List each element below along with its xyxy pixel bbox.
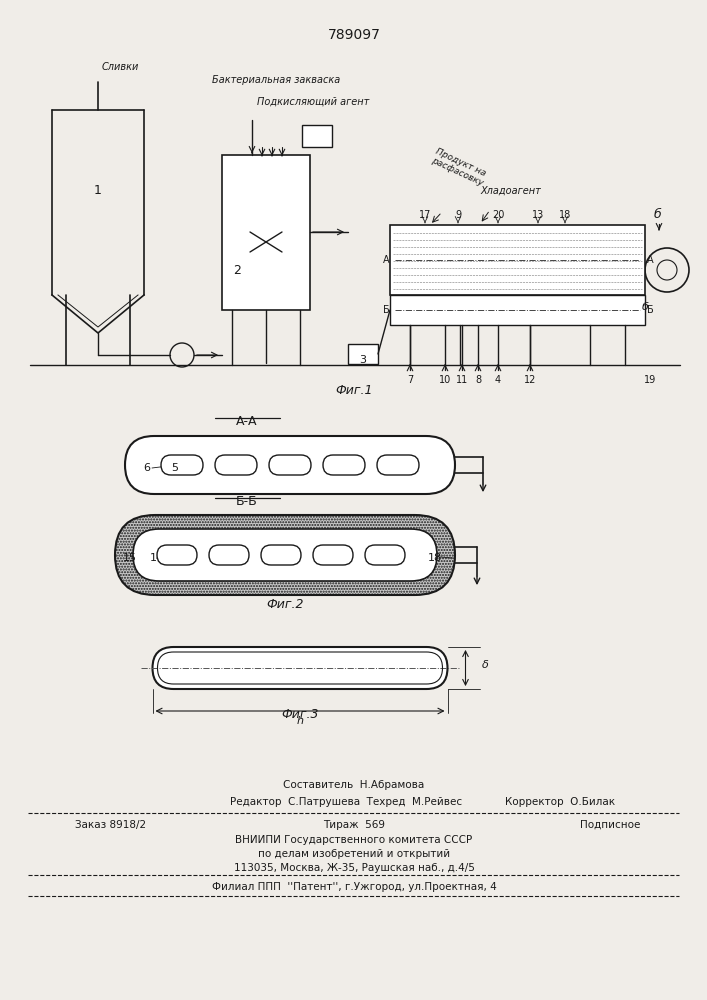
Text: б: б [641,302,648,312]
Text: Филиал ППП  ''Патент'', г.Ужгород, ул.Проектная, 4: Филиал ППП ''Патент'', г.Ужгород, ул.Про… [211,882,496,892]
Text: Редактор  С.Патрушева  Техред  М.Рейвес: Редактор С.Патрушева Техред М.Рейвес [230,797,462,807]
Text: Фиг.1: Фиг.1 [335,383,373,396]
Text: по делам изобретений и открытий: по делам изобретений и открытий [258,849,450,859]
Text: Корректор  О.Билак: Корректор О.Билак [505,797,615,807]
FancyBboxPatch shape [133,529,437,581]
Text: Б: Б [647,305,654,315]
FancyBboxPatch shape [153,647,448,689]
Text: ВНИИПИ Государственного комитета СССР: ВНИИПИ Государственного комитета СССР [235,835,472,845]
Text: 19: 19 [644,375,656,385]
Text: h: h [296,716,303,726]
Text: 20: 20 [492,210,504,220]
FancyBboxPatch shape [269,455,311,475]
FancyBboxPatch shape [261,545,301,565]
Text: Подписное: Подписное [580,820,640,830]
Bar [302,125,332,147]
Text: А: А [647,255,654,265]
FancyBboxPatch shape [115,515,455,595]
FancyBboxPatch shape [153,647,448,689]
Text: А-А: А-А [236,415,258,428]
Bar [348,344,378,364]
Text: 113035, Москва, Ж-35, Раушская наб., д.4/5: 113035, Москва, Ж-35, Раушская наб., д.4… [233,863,474,873]
Text: 13: 13 [532,210,544,220]
FancyBboxPatch shape [323,455,365,475]
FancyBboxPatch shape [313,545,353,565]
Text: Бактериальная закваска: Бактериальная закваска [212,75,340,85]
Text: 5: 5 [172,463,178,473]
Text: 18: 18 [428,553,442,563]
FancyBboxPatch shape [209,545,249,565]
Text: δ: δ [481,660,489,670]
Text: 8: 8 [475,375,481,385]
Text: Б-Б: Б-Б [236,495,258,508]
Text: 18: 18 [559,210,571,220]
Text: Составитель  Н.Абрамова: Составитель Н.Абрамова [284,780,425,790]
Text: 17: 17 [419,210,431,220]
FancyBboxPatch shape [365,545,405,565]
Text: Продукт на
расфасовку: Продукт на расфасовку [430,147,489,188]
Text: 7: 7 [407,375,413,385]
FancyBboxPatch shape [125,436,455,494]
Text: А: А [383,255,390,265]
Text: 4: 4 [495,375,501,385]
Text: Заказ 8918/2: Заказ 8918/2 [75,820,146,830]
Text: Подкисляющий агент: Подкисляющий агент [257,97,369,107]
Text: б: б [653,209,661,222]
Bar [222,155,310,310]
Text: 6: 6 [144,463,151,473]
Text: Б: Б [383,305,390,315]
Text: Сливки: Сливки [102,62,139,72]
FancyBboxPatch shape [377,455,419,475]
Text: Фиг.3: Фиг.3 [281,708,319,720]
Text: 9: 9 [455,210,461,220]
Text: Фиг.2: Фиг.2 [267,598,304,611]
Bar [390,225,645,295]
Bar [390,295,645,325]
Text: 789097: 789097 [327,28,380,42]
FancyBboxPatch shape [161,455,203,475]
FancyBboxPatch shape [215,455,257,475]
Text: 15: 15 [123,553,137,563]
Text: 16: 16 [385,553,399,563]
Text: 10: 10 [439,375,451,385]
Text: 11: 11 [456,375,468,385]
FancyBboxPatch shape [157,545,197,565]
Text: Тираж  569: Тираж 569 [323,820,385,830]
Text: 14: 14 [150,553,164,563]
Text: 1: 1 [94,184,102,196]
Text: Хладоагент: Хладоагент [480,186,541,196]
Text: 3: 3 [359,355,366,365]
Text: 2: 2 [233,263,241,276]
Text: 12: 12 [524,375,536,385]
